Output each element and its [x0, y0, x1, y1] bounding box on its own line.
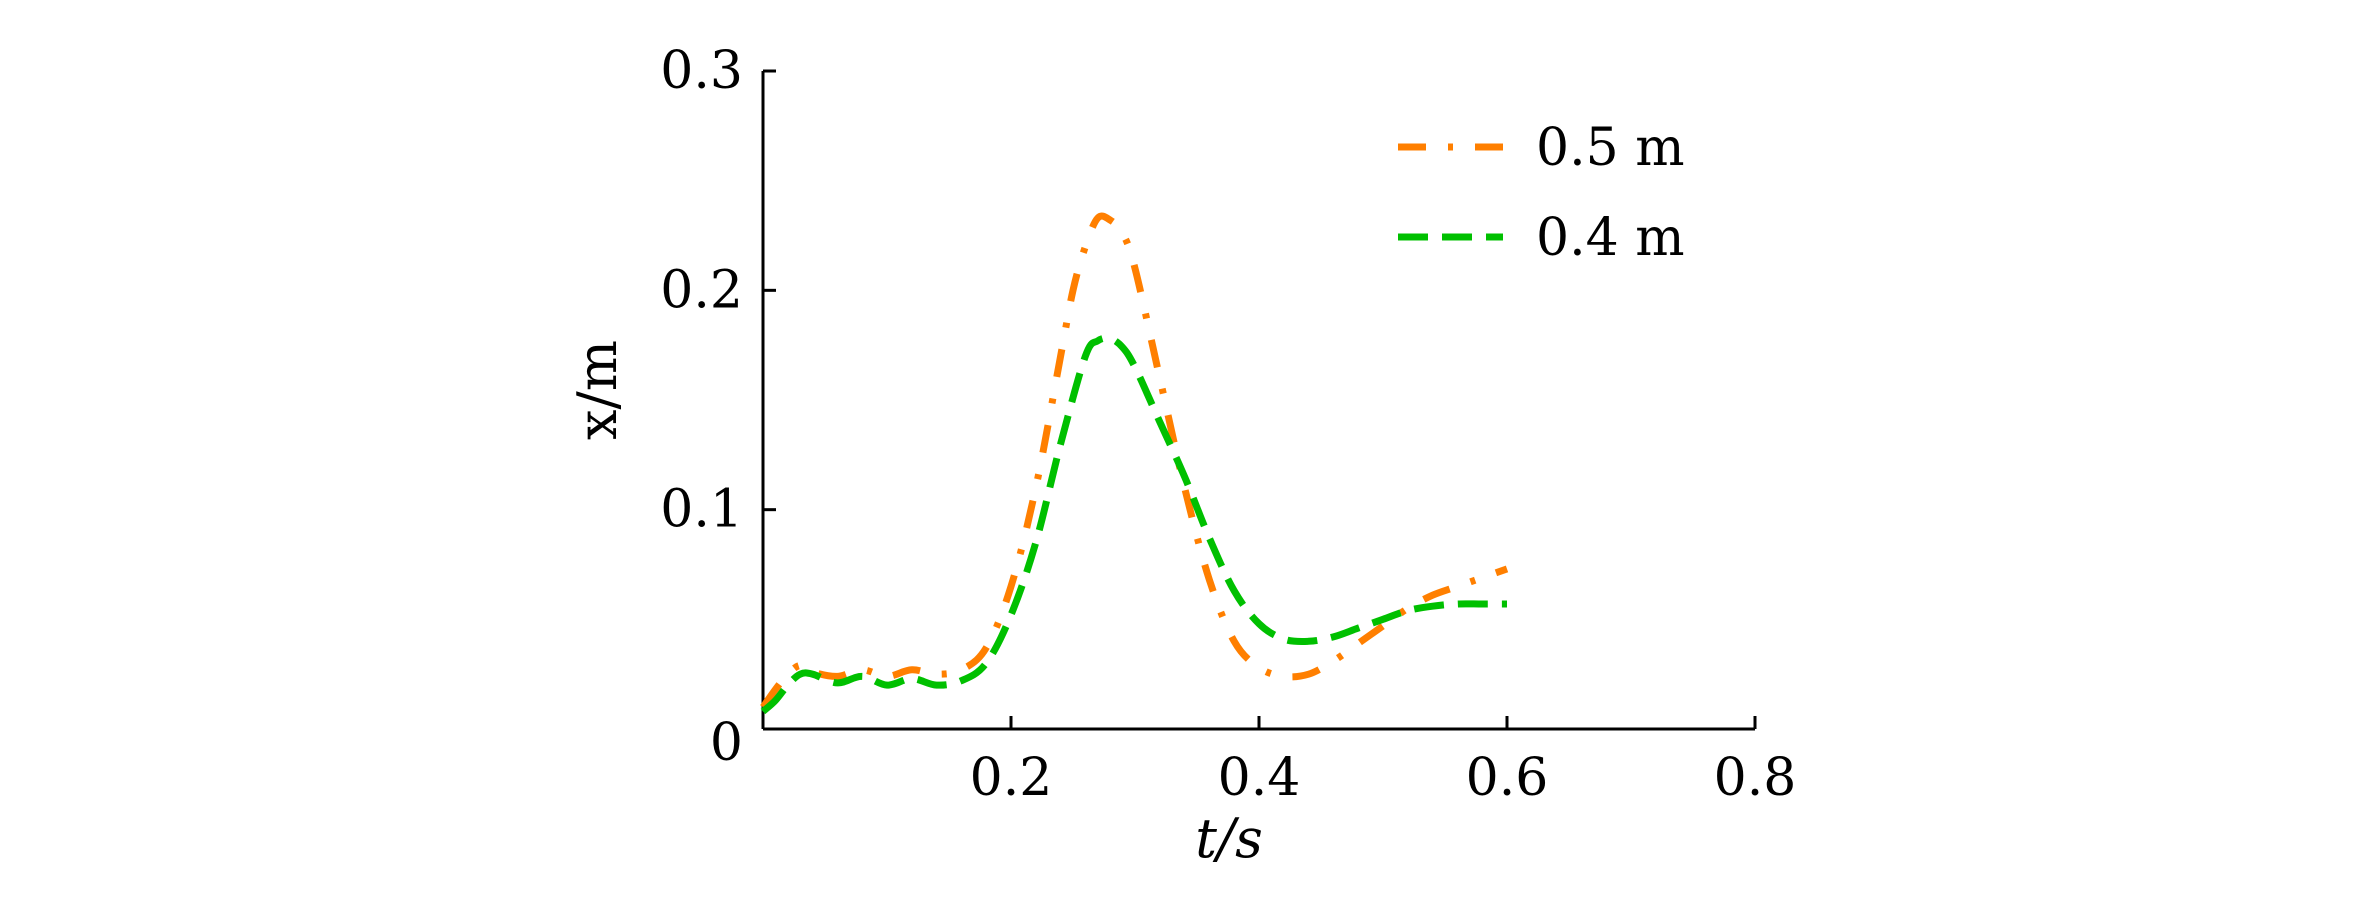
x-axis-title: t/s — [1195, 807, 1263, 870]
legend-label: 0.4 m — [1536, 208, 1685, 268]
y-tick-label: 0 — [710, 713, 743, 773]
y-axis-title-text: x/m — [566, 340, 629, 440]
x-ticks: 0.2 0.4 0.6 0.8 — [970, 716, 1797, 808]
series-line — [760, 212, 1509, 710]
x-tick-label: 0.4 — [1218, 748, 1301, 808]
x-tick-label: 0.6 — [1466, 748, 1549, 808]
legend-label: 0.5 m — [1536, 118, 1685, 178]
series-layer — [760, 212, 1509, 715]
axis-titles: t/s x/m — [566, 340, 1263, 870]
y-axis-title: x/m — [566, 340, 629, 440]
y-tick-label: 0.3 — [660, 41, 743, 101]
legend: 0.5 m 0.4 m — [1398, 118, 1685, 268]
x-tick-label: 0.8 — [1714, 748, 1797, 808]
y-tick-label: 0.1 — [660, 480, 743, 540]
x-axis-title-text: t/s — [1195, 807, 1263, 870]
y-tick-label: 0.2 — [660, 260, 743, 320]
x-tick-label: 0.2 — [970, 748, 1053, 808]
y-ticks: 0 0.1 0.2 0.3 — [660, 41, 776, 773]
series-line — [760, 334, 1507, 715]
